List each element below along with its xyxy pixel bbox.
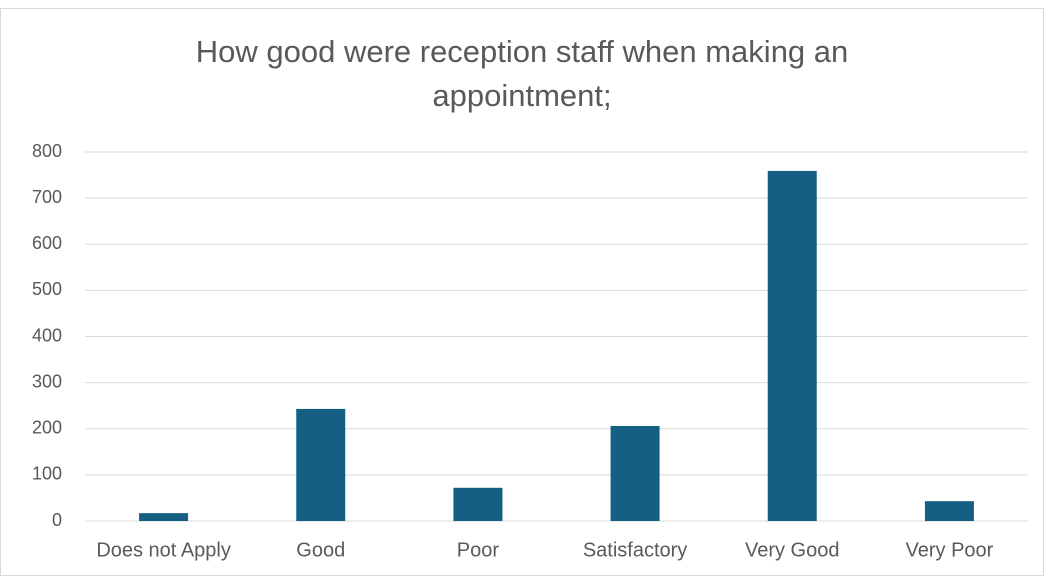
chart-title: How good were reception staff when makin…	[195, 34, 849, 113]
chart-border	[0, 8, 1044, 576]
bar	[453, 487, 503, 521]
y-tick-label: 800	[32, 141, 62, 161]
x-tick-label: Good	[296, 539, 345, 561]
y-tick-label: 0	[52, 510, 62, 530]
x-tick-label: Very Poor	[906, 539, 994, 561]
bar	[767, 170, 817, 521]
x-tick-label: Satisfactory	[583, 539, 687, 561]
y-tick-label: 200	[32, 418, 62, 438]
x-tick-label: Does not Apply	[96, 539, 231, 561]
y-tick-label: 400	[32, 325, 62, 345]
x-tick-label: Poor	[457, 539, 500, 561]
y-tick-label: 700	[32, 187, 62, 207]
bar	[924, 501, 974, 521]
bar	[139, 513, 189, 521]
y-tick-label: 300	[32, 371, 62, 391]
y-tick-label: 500	[32, 279, 62, 299]
y-tick-label: 600	[32, 233, 62, 253]
bar	[610, 425, 660, 521]
y-tick-label: 100	[32, 464, 62, 484]
x-tick-label: Very Good	[745, 539, 840, 561]
bar	[296, 408, 346, 521]
